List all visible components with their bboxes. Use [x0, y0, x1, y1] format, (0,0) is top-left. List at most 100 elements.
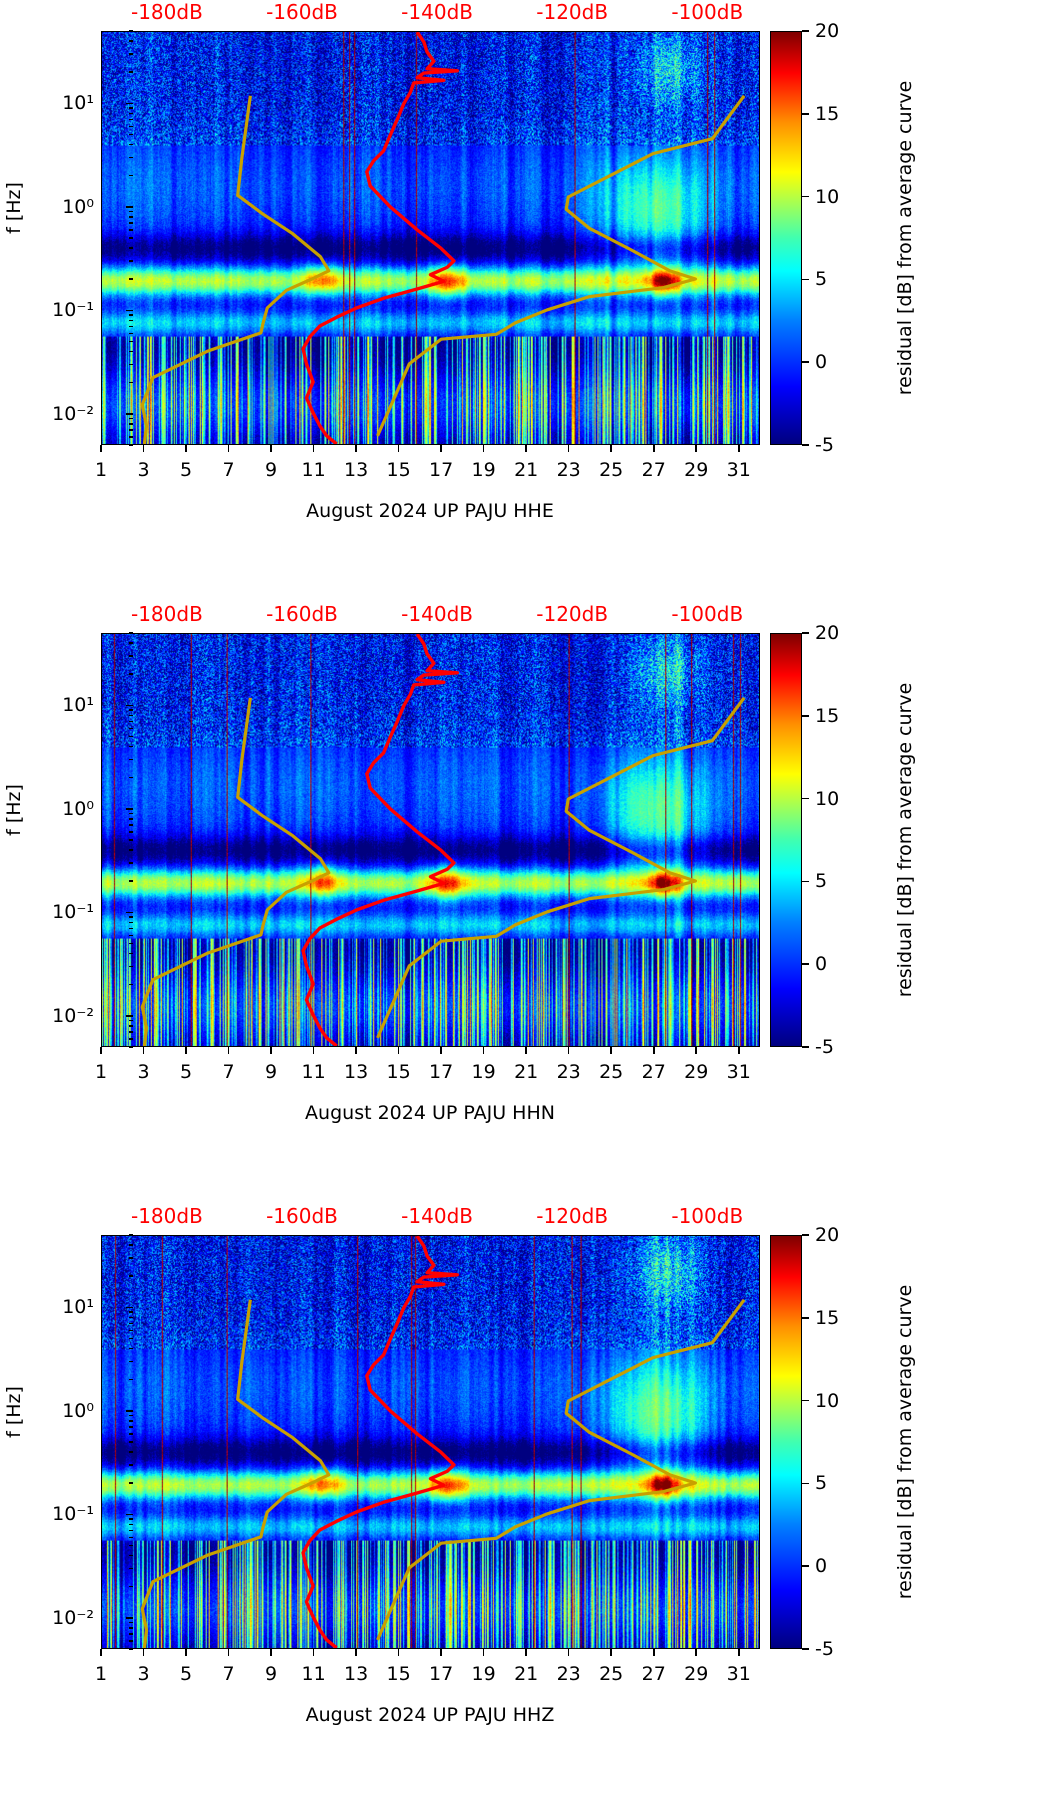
x-axis-tick-mark	[737, 1047, 740, 1054]
y-axis-tick-label: 10⁰	[62, 797, 94, 820]
colorbar-ticks-0: 20 15 10 5 0 -5	[802, 20, 872, 456]
y-axis-minor-tick	[129, 1414, 133, 1417]
y-axis-ticks-1: 10¹ 10⁰ 10⁻¹ 10⁻²	[32, 632, 133, 1048]
y-axis-ticks-2: 10¹ 10⁰ 10⁻¹ 10⁻²	[32, 1234, 133, 1650]
x-axis-tick-label: 3	[137, 1061, 150, 1083]
y-axis-tick-label: 10⁻²	[52, 1606, 94, 1629]
x-axis-tick-mark	[652, 445, 655, 452]
colorbar-gradient	[770, 633, 802, 1047]
x-axis-tick-mark	[185, 1649, 187, 1656]
y-axis-minor-tick	[129, 927, 133, 930]
x-axis-tick-label: 9	[265, 1663, 278, 1685]
colorbar-tick-mark	[802, 1399, 809, 1402]
db-axis-label: -140dB	[401, 602, 473, 626]
y-axis-tick-mark	[126, 102, 133, 105]
x-axis-tick-label: 1	[94, 459, 108, 481]
y-axis-minor-tick	[129, 1536, 133, 1539]
db-axis-label: -180dB	[130, 1204, 203, 1228]
x-axis-tick-label: 17	[429, 459, 454, 481]
x-axis-tick-mark	[227, 1649, 230, 1656]
db-axis-label: -140dB	[401, 0, 473, 24]
x-axis-tick-label: 27	[641, 1663, 666, 1685]
y-axis-minor-tick	[129, 921, 133, 924]
colorbar-tick-mark	[802, 880, 809, 883]
y-axis-minor-tick	[129, 247, 133, 249]
x-axis-tick-label: 5	[179, 1061, 193, 1083]
y-axis-minor-tick	[129, 112, 133, 115]
x-axis-tick-mark	[142, 1649, 145, 1656]
spectrogram-image	[102, 32, 759, 444]
panel-hhe: -180dB -160dB -140dB -120dB -100dB f [Hz…	[0, 0, 1052, 602]
x-axis-tick-label: 21	[514, 1061, 539, 1083]
y-axis-minor-tick	[129, 363, 133, 366]
y-axis-minor-tick	[129, 417, 133, 420]
x-axis-tick-mark	[312, 1047, 315, 1054]
y-axis-minor-tick	[129, 229, 133, 231]
y-axis-tick-mark	[126, 206, 133, 208]
db-axis-label: -160dB	[266, 602, 338, 626]
y-axis-tick-label: 10⁻¹	[52, 1503, 94, 1526]
colorbar-tick-mark	[802, 1046, 809, 1048]
y-axis-minor-tick	[129, 1518, 133, 1520]
db-axis-label: -100dB	[671, 602, 744, 626]
y-axis-minor-tick	[129, 1648, 133, 1650]
x-axis-tick-label: 21	[514, 459, 539, 481]
y-axis-minor-tick	[129, 118, 133, 121]
x-axis-tick-label: 31	[726, 1663, 751, 1685]
y-axis-minor-tick	[129, 237, 133, 239]
x-axis-tick-label: 23	[556, 459, 581, 481]
colorbar-tick-label: -5	[815, 1036, 834, 1058]
y-axis-minor-tick	[129, 1378, 133, 1381]
spectrogram-axes-hhz	[101, 1235, 760, 1649]
x-axis-tick-mark	[397, 1649, 400, 1656]
y-axis-minor-tick	[129, 1347, 133, 1350]
y-axis-minor-tick	[129, 1426, 133, 1428]
colorbar-tick-mark	[802, 797, 809, 800]
colorbar-tick-mark	[802, 1317, 809, 1319]
y-axis-minor-tick	[129, 1046, 133, 1048]
x-axis-tick-label: 15	[386, 1061, 411, 1083]
x-axis-tick-mark	[567, 1649, 570, 1656]
x-axis-tick-label: 15	[386, 1663, 411, 1685]
x-axis-tick-mark	[270, 445, 272, 452]
y-axis-minor-tick	[129, 1038, 133, 1040]
colorbar-ticks-1: 20 15 10 5 0 -5	[802, 622, 872, 1058]
y-axis-tick-mark	[126, 1306, 133, 1309]
y-axis-minor-tick	[129, 125, 133, 128]
y-axis-minor-tick	[129, 1554, 133, 1557]
y-axis-minor-tick	[129, 1316, 133, 1319]
db-axis-label: -100dB	[671, 0, 744, 24]
y-axis-minor-tick	[129, 745, 133, 748]
y-axis-minor-tick	[129, 934, 133, 937]
y-axis-minor-tick	[129, 1311, 133, 1313]
y-axis-minor-tick	[129, 332, 133, 335]
y-axis-minor-tick	[129, 1420, 133, 1422]
y-axis-minor-tick	[129, 53, 133, 55]
colorbar-tick-label: 0	[815, 953, 828, 976]
x-axis-tick-label: 25	[599, 459, 624, 481]
x-axis-tick-label: 31	[726, 459, 751, 481]
x-axis-tick-mark	[610, 1047, 612, 1054]
spectrogram-image	[102, 634, 759, 1046]
colorbar-label: residual [dB] from average curve	[894, 682, 916, 998]
colorbar-tick-mark	[802, 278, 809, 281]
x-axis-tick-label: 29	[684, 1061, 709, 1083]
colorbar-tick-label: 10	[815, 787, 840, 810]
x-axis-tick-label: 11	[301, 1061, 326, 1083]
y-axis-minor-tick	[129, 423, 133, 425]
y-axis-minor-tick	[129, 839, 133, 841]
y-axis-tick-mark	[126, 1513, 133, 1516]
x-axis-tick-mark	[695, 1047, 698, 1054]
x-axis-tick-mark	[652, 1047, 655, 1054]
x-axis-tick-label: 19	[471, 459, 496, 481]
y-axis-minor-tick	[129, 1441, 133, 1443]
y-axis-tick-label: 10⁻¹	[52, 901, 94, 924]
y-axis-minor-tick	[129, 818, 133, 820]
x-axis-tick-label: 15	[386, 459, 411, 481]
y-axis-minor-tick	[129, 156, 133, 159]
colorbar-tick-mark	[802, 715, 809, 717]
y-axis-minor-tick	[129, 1640, 133, 1642]
y-axis-minor-tick	[129, 727, 133, 730]
x-axis-tick-mark	[567, 1047, 570, 1054]
y-axis-minor-tick	[129, 952, 133, 955]
